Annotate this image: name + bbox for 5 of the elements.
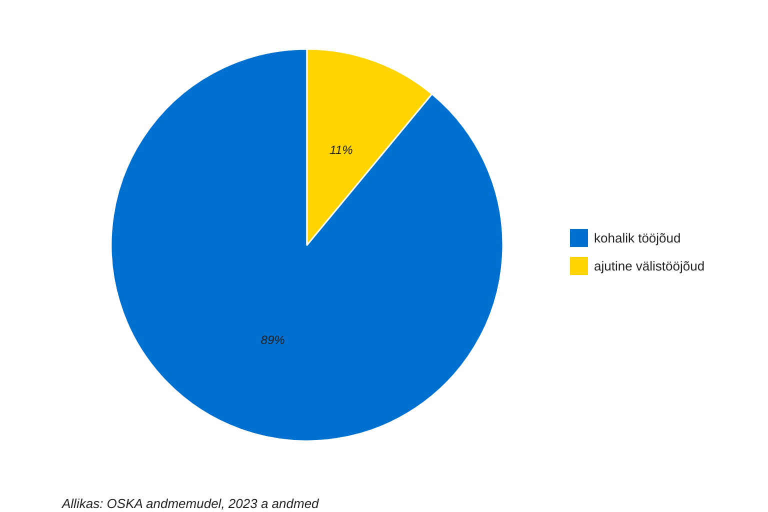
legend-label: ajutine välistööjõud <box>594 258 705 274</box>
text: Allikas: OSKA andmemudel, 2023 a andmed <box>61 496 320 511</box>
data-label: 11% <box>330 142 354 157</box>
legend-label: kohalik tööjõud <box>594 230 681 246</box>
data-label: 89% <box>260 333 286 348</box>
